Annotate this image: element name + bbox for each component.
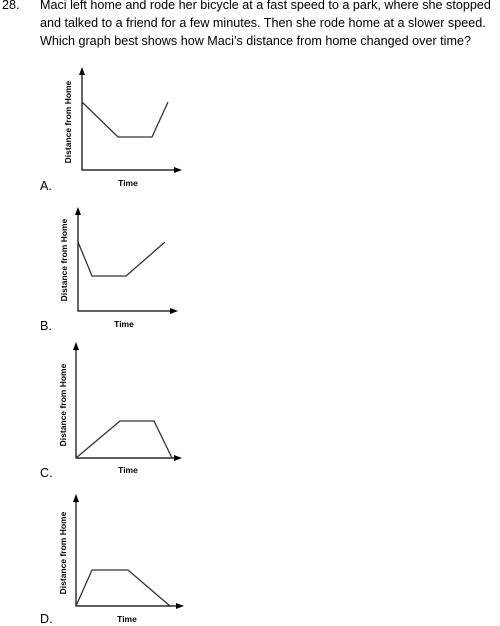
graph-b: Distance from Home Time B.: [40, 207, 178, 333]
option-letter: C.: [40, 466, 53, 480]
question-line: Which graph best shows how Maci’s distan…: [40, 34, 471, 48]
x-axis-label: Time: [118, 178, 138, 188]
arrow: [73, 342, 79, 350]
arrow: [79, 67, 85, 75]
axes: [75, 349, 176, 459]
graph-line: [75, 569, 171, 607]
axes: [75, 501, 178, 607]
arrow: [174, 455, 182, 461]
y-axis-label: Distance from Home: [58, 511, 68, 594]
question-number: 28.: [2, 0, 20, 12]
arrow: [73, 494, 79, 502]
axes: [77, 214, 172, 312]
y-axis-label: Distance from Home: [63, 80, 73, 163]
x-axis-label: Time: [114, 319, 134, 329]
option-letter: A.: [40, 179, 52, 193]
graph-c: Distance from Home Time C.: [40, 342, 182, 480]
arrow: [174, 167, 182, 173]
arrow: [170, 308, 178, 314]
axes: [81, 74, 176, 171]
graph-line: [81, 101, 169, 138]
graph-line: [75, 420, 173, 459]
x-axis-label: Time: [118, 465, 138, 475]
x-axis-label: Time: [117, 614, 137, 624]
question-line: and talked to a friend for a few minutes…: [40, 16, 486, 30]
question-line: Maci left home and rode her bicycle at a…: [40, 0, 491, 12]
option-letter: B.: [40, 319, 52, 333]
arrow: [176, 603, 184, 609]
graph-d: Distance from Home Time D.: [40, 494, 184, 626]
graph-line: [77, 241, 166, 277]
y-axis-label: Distance from Home: [58, 363, 68, 446]
graph-a: Distance from Home Time A.: [40, 67, 182, 193]
option-letter: D.: [40, 612, 53, 626]
y-axis-label: Distance from Home: [59, 218, 69, 301]
arrow: [75, 207, 81, 215]
